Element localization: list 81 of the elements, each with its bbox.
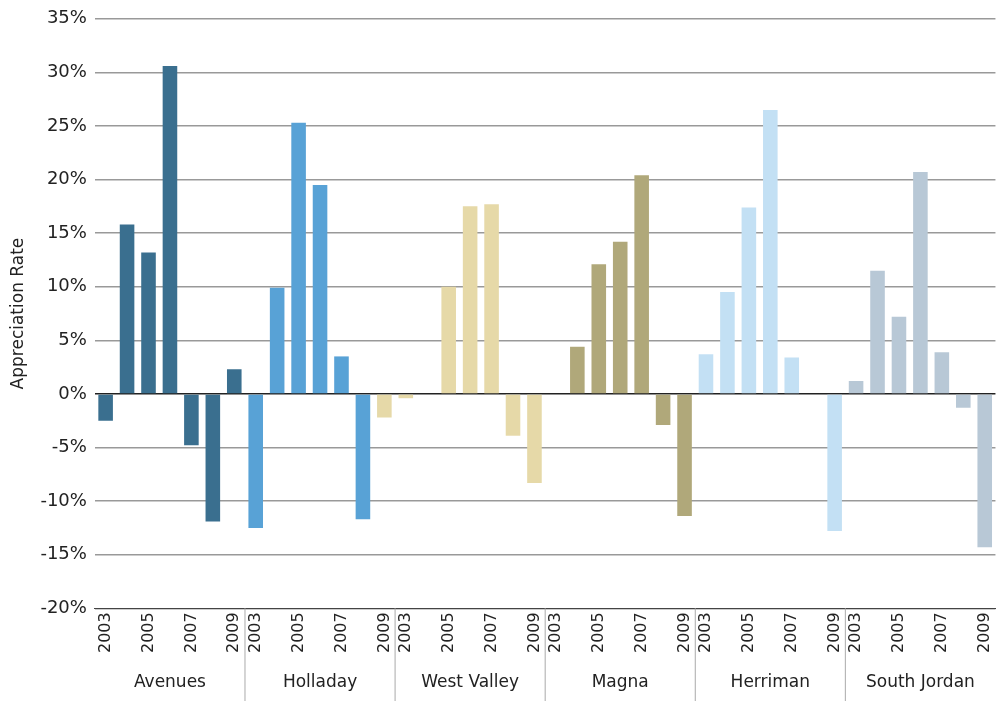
x-tick-label: 2003 xyxy=(244,612,264,653)
bar xyxy=(891,316,907,394)
bar xyxy=(677,394,692,517)
bar xyxy=(784,357,800,394)
bar xyxy=(334,356,349,394)
x-tick-label: 2009 xyxy=(973,612,993,653)
text: Avenues xyxy=(133,671,207,692)
x-tick-label: 2005 xyxy=(587,612,607,653)
bar xyxy=(248,394,264,528)
bar xyxy=(527,394,542,483)
bar xyxy=(484,204,499,394)
x-tick-label: 2003 xyxy=(845,612,865,653)
x-tick-label: 2003 xyxy=(695,612,715,653)
y-tick-label: 20% xyxy=(46,167,87,189)
x-tick-label: 2007 xyxy=(630,612,650,653)
x-tick-label: 2005 xyxy=(437,612,457,653)
bar xyxy=(913,172,928,394)
x-tick-label: 2009 xyxy=(673,612,693,653)
bar xyxy=(98,394,113,421)
bar xyxy=(763,109,778,394)
x-tick-label: 2007 xyxy=(330,612,350,653)
x-tick-label: 2009 xyxy=(823,612,843,653)
x-tick-label: 2007 xyxy=(480,612,500,653)
x-tick-label: 2007 xyxy=(931,612,950,653)
bar xyxy=(462,206,478,394)
x-tick-label: 2005 xyxy=(137,612,157,653)
bar xyxy=(355,394,371,520)
bar xyxy=(634,175,649,394)
y-tick-label: -5% xyxy=(51,435,87,457)
bar xyxy=(655,394,671,426)
bar xyxy=(698,354,714,394)
y-tick-label: 35% xyxy=(46,6,87,28)
bar xyxy=(827,394,842,532)
bar xyxy=(291,122,306,394)
text: South Jordan xyxy=(865,671,975,692)
bar xyxy=(141,252,156,394)
x-tick-label: 2005 xyxy=(738,612,758,653)
bar xyxy=(226,369,242,394)
x-tick-label: 2007 xyxy=(780,612,800,653)
x-tick-label: 2005 xyxy=(888,612,908,653)
bar xyxy=(612,241,628,394)
y-axis-title: Appreciation Rate xyxy=(6,237,27,390)
y-tick-label: 15% xyxy=(46,220,87,242)
y-tick-label: -10% xyxy=(40,488,87,510)
bar xyxy=(591,264,607,394)
x-tick-label: 2003 xyxy=(94,612,114,653)
y-tick-label: 10% xyxy=(46,274,87,296)
text: Holladay xyxy=(282,671,358,692)
bar xyxy=(441,286,456,394)
text: West Valley xyxy=(421,671,520,692)
bar xyxy=(119,224,135,394)
bar xyxy=(205,394,221,522)
bar xyxy=(934,352,950,394)
bar xyxy=(184,394,199,446)
text: Herriman xyxy=(730,671,811,692)
y-tick-label: 0% xyxy=(58,381,87,403)
bar xyxy=(505,394,521,436)
bar xyxy=(977,394,993,548)
x-tick-label: 2003 xyxy=(394,612,414,653)
x-tick-label: 2007 xyxy=(180,612,200,653)
bar xyxy=(720,292,735,394)
text: Magna xyxy=(591,671,649,692)
x-tick-label: 2009 xyxy=(223,612,243,653)
y-tick-label: -20% xyxy=(40,595,87,617)
y-tick-label: 25% xyxy=(46,113,87,135)
x-tick-label: 2005 xyxy=(287,612,307,653)
bar xyxy=(269,287,285,394)
bar xyxy=(956,394,971,408)
y-tick-label: 30% xyxy=(46,60,87,82)
x-tick-label: 2009 xyxy=(373,612,393,653)
y-tick-label: 5% xyxy=(58,328,87,350)
bar xyxy=(741,207,757,394)
y-tick-label: -15% xyxy=(40,542,87,564)
bar xyxy=(870,270,885,394)
bar xyxy=(570,346,585,394)
bar xyxy=(377,394,392,418)
bar xyxy=(312,184,328,394)
bar xyxy=(162,65,178,394)
bar xyxy=(848,381,864,394)
x-tick-label: 2009 xyxy=(523,612,543,653)
x-tick-label: 2003 xyxy=(545,612,565,653)
